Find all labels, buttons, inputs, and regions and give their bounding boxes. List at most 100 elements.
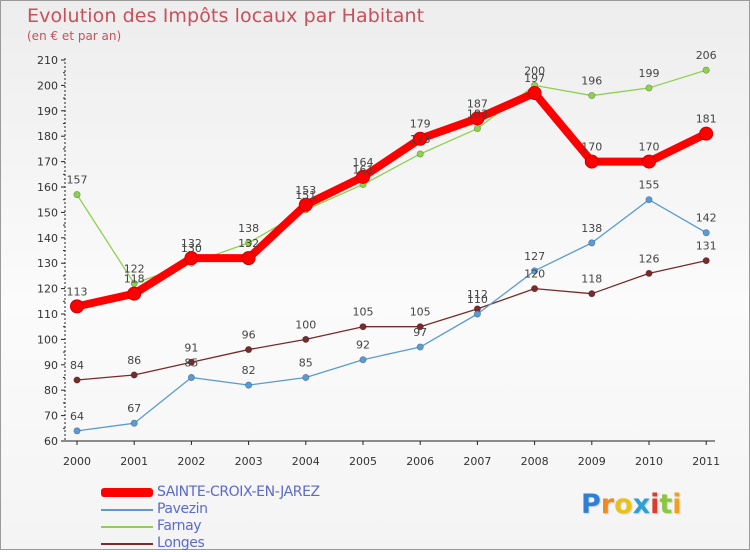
x-tick-label: 2011 (692, 455, 720, 468)
data-point (245, 381, 253, 389)
data-point (241, 251, 256, 266)
data-point (356, 169, 370, 184)
data-point (588, 239, 596, 247)
data-label: 170 (639, 141, 660, 154)
data-label: 110 (467, 293, 488, 306)
x-tick-label: 2003 (235, 455, 263, 468)
data-label: 92 (356, 339, 370, 352)
data-point (416, 343, 424, 351)
data-point (531, 285, 539, 293)
x-tick-label: 2008 (521, 455, 549, 468)
data-label: 173 (410, 133, 431, 146)
data-label: 122 (124, 263, 145, 276)
data-label: 131 (696, 240, 717, 253)
data-point (473, 125, 481, 133)
data-label: 142 (696, 212, 717, 225)
legend-swatch (101, 509, 153, 511)
y-tick-label: 180 (37, 130, 58, 143)
data-point (702, 66, 710, 74)
y-tick-label: 210 (37, 54, 58, 67)
y-tick-label: 190 (37, 105, 58, 118)
proxiti-logo: Proxiti (581, 489, 682, 520)
data-point (416, 150, 424, 158)
data-point (127, 286, 142, 301)
data-label: 187 (467, 97, 488, 110)
data-label: 153 (295, 184, 316, 197)
data-point (699, 126, 714, 141)
data-label: 179 (410, 118, 431, 131)
data-point (584, 154, 599, 169)
data-point (642, 154, 656, 169)
data-label: 120 (524, 268, 545, 281)
data-point (130, 419, 138, 427)
logo-letter: i (672, 489, 682, 520)
data-point (184, 251, 199, 266)
series-line-farnay (76, 69, 707, 285)
data-label: 96 (242, 329, 256, 342)
logo-letter: t (659, 489, 673, 520)
data-point (645, 196, 653, 204)
data-label: 91 (184, 341, 198, 354)
data-label: 85 (299, 357, 313, 370)
data-point (130, 371, 138, 379)
data-label: 105 (410, 306, 431, 319)
data-point (73, 427, 81, 435)
data-label: 97 (413, 326, 427, 339)
logo-letter: x (632, 489, 651, 520)
legend-swatch (101, 543, 153, 545)
x-tick-label: 2010 (635, 455, 663, 468)
data-point (73, 376, 81, 384)
y-tick-label: 80 (44, 384, 58, 397)
chart-subtitle: (en € et par an) (27, 29, 122, 43)
legend-label: Longes (157, 535, 205, 551)
data-label: 112 (467, 288, 488, 301)
data-point (73, 191, 81, 199)
logo-letter: P (581, 489, 601, 520)
data-point (470, 111, 485, 126)
data-label: 127 (524, 250, 545, 263)
data-label: 64 (70, 410, 84, 423)
data-label: 67 (127, 402, 141, 415)
data-point (416, 323, 424, 331)
data-label: 183 (467, 108, 488, 121)
data-point (531, 267, 539, 275)
data-label: 199 (639, 67, 660, 80)
y-tick-label: 60 (44, 435, 58, 448)
series-line-longes (76, 260, 707, 381)
data-point (245, 239, 253, 247)
data-label: 113 (67, 285, 88, 298)
y-tick-label: 140 (37, 232, 58, 245)
data-label: 130 (181, 242, 202, 255)
data-label: 82 (242, 364, 256, 377)
y-tick-label: 150 (37, 206, 58, 219)
y-tick-label: 160 (37, 181, 58, 194)
data-point (473, 310, 481, 318)
data-label: 170 (581, 141, 602, 154)
y-tick-label: 100 (37, 333, 58, 346)
data-label: 100 (295, 318, 316, 331)
data-label: 85 (184, 357, 198, 370)
data-point (298, 197, 313, 212)
data-point (187, 373, 195, 381)
data-label: 197 (524, 72, 545, 85)
legend-label: SAINTE-CROIX-EN-JAREZ (157, 484, 320, 500)
data-point (187, 358, 195, 366)
data-point (702, 229, 710, 237)
y-tick-label: 130 (37, 257, 58, 270)
data-point (645, 269, 653, 277)
data-label: 132 (181, 237, 202, 250)
data-point (245, 346, 253, 354)
data-label: 155 (639, 179, 660, 192)
data-label: 138 (238, 222, 259, 235)
x-tick-label: 2007 (463, 455, 491, 468)
x-tick-label: 2009 (578, 455, 606, 468)
data-point (588, 92, 596, 100)
data-point (588, 290, 596, 298)
y-tick-label: 120 (37, 283, 58, 296)
data-label: 200 (524, 64, 545, 77)
x-tick-label: 2005 (349, 455, 377, 468)
y-tick-label: 90 (44, 359, 58, 372)
legend-swatch (101, 526, 153, 528)
